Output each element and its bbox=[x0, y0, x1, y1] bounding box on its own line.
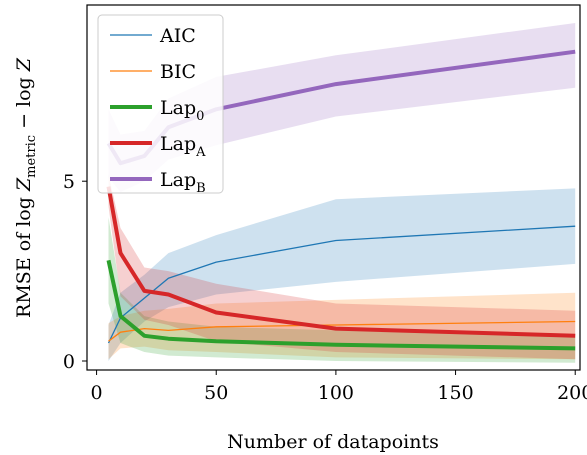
y-ticks: 05 bbox=[63, 171, 87, 373]
x-tick-label: 0 bbox=[91, 382, 103, 404]
x-tick-label: 50 bbox=[204, 382, 228, 404]
legend-label-lap0: Lap0 bbox=[160, 97, 204, 124]
plot-frame bbox=[86, 4, 581, 371]
x-axis-title: Number of datapoints bbox=[227, 431, 439, 453]
series-line-lap0 bbox=[106, 259, 576, 351]
x-tick-label: 150 bbox=[437, 382, 473, 404]
x-tick-label: 200 bbox=[557, 382, 587, 404]
legend-box bbox=[97, 14, 224, 194]
band-aic bbox=[108, 188, 576, 361]
legend-label-lapa: LapA bbox=[160, 133, 206, 160]
band-lapb bbox=[108, 23, 576, 192]
legend-label-lapb: LapB bbox=[160, 169, 206, 196]
y-axis-title-sub: metric bbox=[24, 135, 39, 178]
legend: AIC BIC Lap0 LapA LapB bbox=[97, 14, 224, 196]
series-line-lapa bbox=[106, 186, 576, 338]
x-ticks: 0 50 100 150 200 bbox=[91, 370, 587, 404]
y-axis-title-main: RMSE of log bbox=[13, 191, 35, 318]
legend-label-bic: BIC bbox=[160, 61, 196, 83]
y-axis-title: RMSE of log Zmetric − log Z bbox=[13, 57, 39, 318]
y-tick-label: 0 bbox=[63, 351, 75, 373]
y-axis-title-rest: − log bbox=[13, 71, 35, 135]
series-line-bic bbox=[108, 320, 576, 342]
y-tick-label: 5 bbox=[63, 171, 75, 193]
x-tick-label: 100 bbox=[318, 382, 354, 404]
y-axis-title-z2: Z bbox=[13, 57, 35, 72]
y-axis-title-z1: Z bbox=[13, 177, 35, 192]
legend-label-aic: AIC bbox=[159, 25, 196, 47]
